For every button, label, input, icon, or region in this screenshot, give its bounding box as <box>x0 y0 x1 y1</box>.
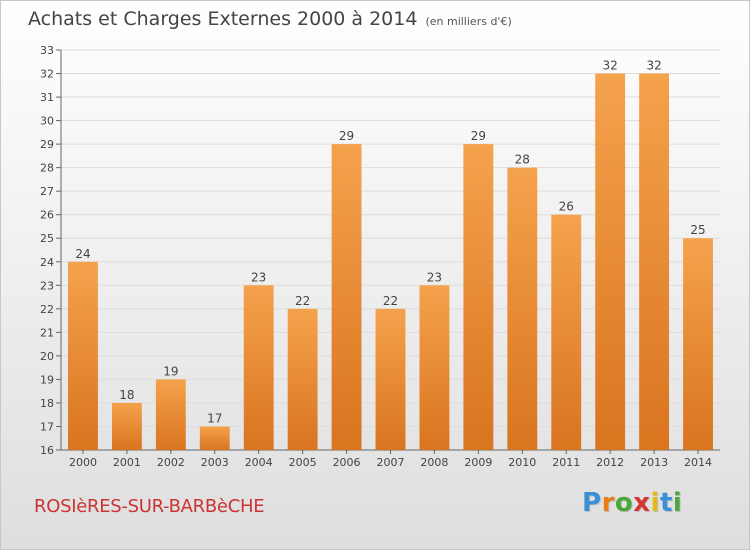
place-name: ROSIèRES-SUR-BARBèCHE <box>34 496 265 517</box>
bar-2003 <box>199 426 230 450</box>
x-tick-label: 2009 <box>464 456 492 469</box>
brand-letter: t <box>659 488 673 518</box>
bar-2006 <box>331 144 362 450</box>
y-tick-label: 18 <box>40 397 54 410</box>
bar-value-label: 22 <box>295 294 310 308</box>
x-tick-label: 2011 <box>552 456 580 469</box>
x-tick-label: 2003 <box>201 456 229 469</box>
y-tick-label: 28 <box>40 162 54 175</box>
y-tick-label: 30 <box>40 115 54 128</box>
y-tick-label: 22 <box>40 303 54 316</box>
tick-labels: 16 17 18 19 20 21 22 23 24 25 26 27 28 29 30 31 32 33 2000… <box>40 44 712 469</box>
bar-2011 <box>551 214 582 450</box>
bars <box>68 73 713 450</box>
x-tick-label: 2010 <box>508 456 536 469</box>
chart-title: Achats et Charges Externes 2000 à 2014 <box>28 8 418 30</box>
bar-value-label: 24 <box>75 247 90 261</box>
bar-value-label: 23 <box>427 270 442 284</box>
bar-2007 <box>375 308 406 450</box>
bar-value-label: 29 <box>471 129 486 143</box>
brand-letter: o <box>614 488 634 518</box>
x-tick-label: 2002 <box>157 456 185 469</box>
chart-subtitle: (en milliers d'€) <box>425 15 512 28</box>
bar-2001 <box>111 402 142 450</box>
y-tick-label: 20 <box>40 350 54 363</box>
y-tick-label: 19 <box>40 373 54 386</box>
brand-letter: r <box>601 488 615 518</box>
bar-2010 <box>507 167 538 450</box>
y-tick-label: 21 <box>40 326 54 339</box>
y-tick-label: 29 <box>40 138 54 151</box>
x-tick-label: 2014 <box>684 456 712 469</box>
bar-2012 <box>595 73 626 450</box>
x-tick-label: 2004 <box>245 456 273 469</box>
bar-2002 <box>155 379 186 450</box>
y-tick-label: 23 <box>40 279 54 292</box>
bar-2005 <box>287 308 318 450</box>
bar-2008 <box>419 285 450 450</box>
bar-value-label: 26 <box>559 200 574 214</box>
chart-title-block: Achats et Charges Externes 2000 à 2014 (e… <box>28 8 512 30</box>
y-tick-label: 26 <box>40 209 54 222</box>
brand-letter: i <box>650 488 660 518</box>
bar-value-labels: 24 18 19 17 23 22 29 22 23 29 28 26 32 32 25 <box>75 59 705 426</box>
y-tick-label: 27 <box>40 185 54 198</box>
y-tick-label: 31 <box>40 91 54 104</box>
bar-value-label: 18 <box>119 388 134 402</box>
x-tick-label: 2005 <box>289 456 317 469</box>
x-tick-label: 2001 <box>113 456 141 469</box>
bar-2013 <box>639 73 670 450</box>
y-tick-label: 16 <box>40 444 54 457</box>
bar-2004 <box>243 285 274 450</box>
x-tick-label: 2012 <box>596 456 624 469</box>
brand-logo: Proxiti <box>582 488 682 518</box>
bar-2000 <box>68 261 98 450</box>
bar-value-label: 17 <box>207 411 222 425</box>
bar-value-label: 19 <box>163 364 178 378</box>
bar-value-label: 32 <box>646 59 661 73</box>
y-tick-label: 17 <box>40 420 54 433</box>
y-tick-label: 24 <box>40 256 54 269</box>
bar-value-label: 32 <box>603 59 618 73</box>
bar-value-label: 23 <box>251 270 266 284</box>
brand-letter: i <box>672 488 683 518</box>
brand-letter: P <box>582 488 602 518</box>
brand-letter: x <box>633 488 651 518</box>
y-tick-label: 25 <box>40 232 54 245</box>
bar-2014 <box>683 238 713 450</box>
bar-value-label: 28 <box>515 153 530 167</box>
x-tick-label: 2007 <box>377 456 405 469</box>
y-tick-label: 33 <box>40 44 54 57</box>
bar-value-label: 29 <box>339 129 354 143</box>
bar-value-label: 22 <box>383 294 398 308</box>
x-tick-label: 2013 <box>640 456 668 469</box>
bar-value-label: 25 <box>690 223 705 237</box>
bar-2009 <box>463 144 494 450</box>
x-tick-label: 2006 <box>333 456 361 469</box>
y-tick-label: 32 <box>40 68 54 81</box>
x-tick-label: 2000 <box>69 456 97 469</box>
x-tick-label: 2008 <box>420 456 448 469</box>
